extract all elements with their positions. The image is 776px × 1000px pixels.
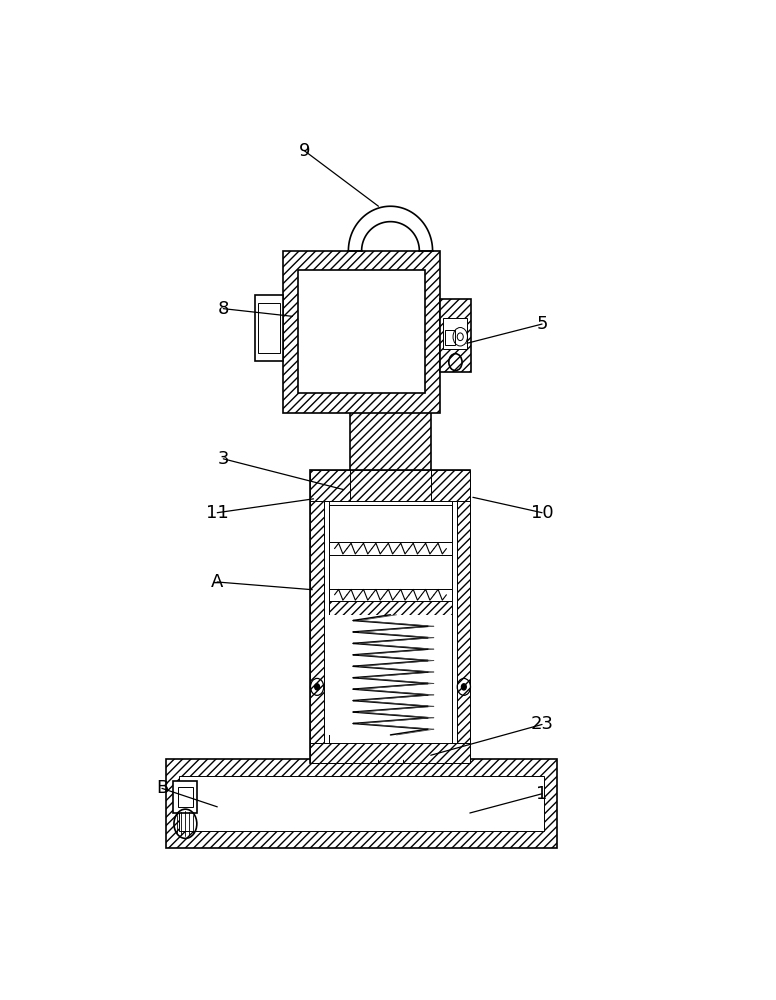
Bar [255,295,283,361]
Text: 11: 11 [206,504,229,522]
Bar [328,589,452,601]
Text: B: B [156,779,168,797]
Text: 3: 3 [217,450,229,468]
Bar [299,270,424,393]
Text: 1: 1 [536,785,548,803]
Text: 5: 5 [536,315,548,333]
Text: 8: 8 [217,300,229,318]
Bar [328,542,452,555]
Bar [328,505,452,542]
Bar [440,299,471,372]
Bar [324,501,328,743]
Bar [258,303,280,353]
Text: A: A [211,573,223,591]
Text: 9: 9 [299,142,310,160]
Text: 23: 23 [531,715,553,733]
Circle shape [315,684,320,690]
Bar [310,743,470,763]
Bar [166,759,557,848]
Text: 10: 10 [531,504,553,522]
Bar [443,318,467,349]
Bar [349,409,431,636]
Bar [283,251,440,413]
Bar [328,601,452,615]
Bar [445,330,455,345]
Bar [452,501,457,743]
Bar [179,776,544,831]
Bar [310,470,324,763]
Bar [457,470,470,763]
Bar [310,470,470,763]
Bar [173,781,197,813]
Bar [310,470,470,501]
Circle shape [462,684,466,690]
Bar [328,615,452,735]
Bar [178,787,193,807]
Bar [328,555,452,589]
